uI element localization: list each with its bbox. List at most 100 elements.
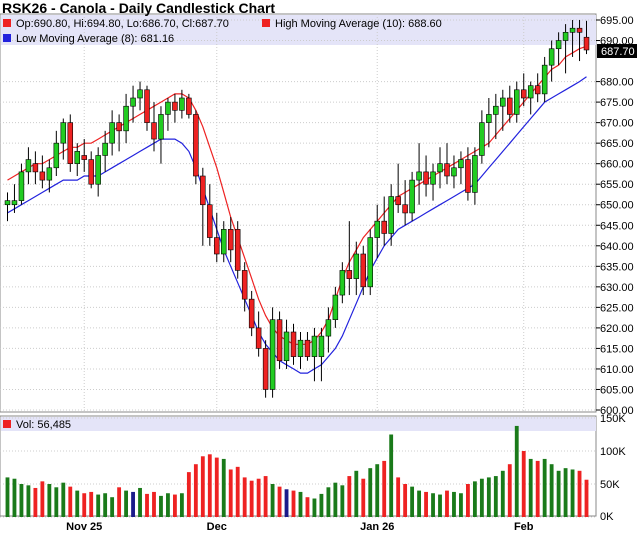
candle-body [548,48,555,66]
volume-bar [354,470,359,517]
price-tick-label: 650.00 [600,200,634,212]
candle-body [283,331,290,362]
candle [46,159,53,193]
candle [339,262,346,304]
price-tick-label: 620.00 [600,323,634,335]
candle-body [472,155,478,193]
candle [179,89,185,119]
volume-bar [479,478,484,517]
candle [95,147,101,197]
x-tick-label: Nov 25 [66,521,102,533]
candle [444,143,450,185]
candle [430,163,436,201]
price-legend-bg [1,15,596,45]
candle [18,163,25,205]
volume-bar [424,491,428,517]
candle-body [353,253,360,279]
candle [346,221,353,296]
volume-bar [333,482,338,517]
candle [479,110,485,164]
candle-body [207,204,213,238]
candle [81,139,87,172]
candle-body [130,97,136,107]
volume-bar [542,458,547,517]
candle-body [388,196,394,234]
volume-bar [375,464,380,517]
volume-bar [124,490,129,517]
volume-bar [82,493,87,517]
candle-body [151,122,157,140]
candle-body [158,114,164,140]
candle-body [486,114,492,123]
candle-body [339,270,346,296]
volume-bar [68,486,73,517]
price-tick-label: 645.00 [600,220,634,232]
candle [60,118,67,160]
volume-bar [117,487,122,517]
volume-tick-label: 0K [600,511,614,523]
candle-body [583,36,590,51]
price-tick-label: 655.00 [600,179,634,191]
volume-bar [403,484,408,517]
candle-body [186,97,192,115]
candle [311,327,318,382]
price-tick-label: 600.00 [600,405,634,417]
candle [374,204,380,259]
candle [555,32,562,66]
candle-body [367,237,373,288]
x-tick-label: Jan 26 [360,521,394,533]
candle [234,221,241,279]
candle [262,340,269,398]
volume-bar [131,491,135,517]
candle-body [437,163,443,173]
candle [562,24,569,74]
volume-bar [221,458,226,517]
candle-body [451,167,457,177]
high-moving-average-line [7,45,587,345]
volume-bar [5,477,10,517]
candle-body [88,159,94,185]
candle-body [416,171,422,181]
volume-bar [103,493,108,517]
volume-bar [577,470,582,517]
candle [241,262,248,312]
volume-bar [19,484,24,517]
candle [276,311,283,369]
candle [25,147,32,185]
volume-bar [277,486,282,517]
candle-body [200,175,206,206]
candle-body [493,105,499,115]
volume-bar [26,485,31,517]
candle-body [423,171,429,185]
candle-body [325,319,332,337]
candle-body [102,142,108,156]
price-tick-label: 625.00 [600,302,634,314]
price-tick-label: 640.00 [600,241,634,253]
high-ma-legend: High Moving Average (10): 688.60 [275,18,442,30]
volume-bar [396,477,401,517]
candle-body [46,167,53,181]
ohlc-legend: Op:690.80, Hi:694.80, Lo:686.70, Cl:687.… [16,18,229,30]
volume-bar [431,493,435,517]
volume-tick-label: 100K [600,446,626,458]
candle [416,143,422,205]
candle-body [109,122,115,144]
candle-body [241,270,248,300]
volume-tick-label: 150K [600,413,626,425]
candle-body [67,122,74,164]
x-axis: Nov 25 Dec Jan 26 Feb [66,521,534,533]
candle [109,110,115,156]
candle [325,307,332,353]
candle [172,93,178,123]
candle [409,171,415,222]
candle [221,221,227,263]
candle-body [123,105,129,132]
volume-bar [459,493,463,517]
candle [53,130,60,176]
candle-body [95,155,101,185]
candle [102,130,108,172]
candle [4,192,11,222]
candle-body [74,151,80,164]
